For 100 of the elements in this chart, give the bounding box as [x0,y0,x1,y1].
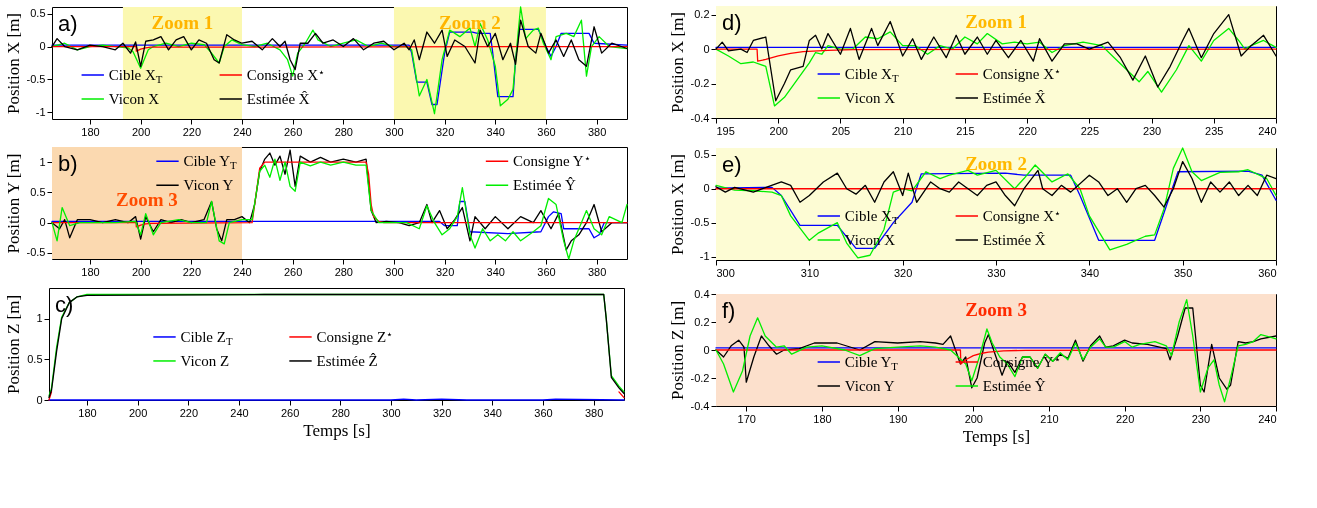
x-tick-label: 360 [537,125,556,138]
x-tick-label: 190 [888,412,908,425]
y-tick-label: 0 [36,393,43,406]
y-tick-label: -0.5 [26,246,46,259]
annotation: a) [58,11,78,36]
x-tick-label: 360 [534,406,553,419]
y-tick-label: 0.5 [694,148,710,161]
x-tick-label: 320 [893,266,913,279]
legend-label: Consigne X$^{⋆}$ [982,206,1062,224]
x-tick-label: 260 [280,406,300,419]
x-tick-label: 180 [81,125,100,138]
x-tick-label: 300 [385,265,404,278]
x-tick-label: 340 [483,406,502,419]
x-tick-label: 170 [737,412,756,425]
annotation: e) [722,152,742,177]
x-tick-label: 300 [716,266,735,279]
x-tick-label: 230 [1142,124,1162,137]
x-tick-label: 180 [78,406,97,419]
x-tick-label: 350 [1173,266,1193,279]
x-tick-label: 240 [233,125,252,138]
legend-label: Cible X$_{T}$ [844,66,899,84]
legend-label: Estimée X̂ [982,90,1046,106]
x-tick-label: 330 [987,266,1006,279]
y-axis-title: Position X [m] [667,11,687,114]
band-label: Zoom 2 [439,12,501,33]
y-axis-title: Position X [m] [667,153,687,256]
y-tick-label: 0.2 [694,315,710,328]
annotation: f) [722,298,736,323]
x-tick-label: 230 [1191,412,1210,425]
x-tick-label: 340 [1080,266,1100,279]
x-tick-label: 360 [537,265,556,278]
band-label: Zoom 1 [965,11,1027,32]
annotation: d) [722,10,742,35]
y-axis-title: Position Z [m] [667,300,687,401]
x-tick-label: 180 [81,265,100,278]
y-tick-label: 0 [703,182,710,195]
legend-label: Vicon Y [183,177,234,194]
x-tick-label: 205 [831,124,851,137]
x-axis-title: Temps [s] [962,426,1031,446]
x-tick-label: 200 [769,124,788,137]
y-tick-label: 0 [39,40,46,53]
y-tick-label: 0 [703,42,710,55]
y-tick-label: -0.4 [690,399,710,412]
x-tick-label: 220 [182,265,201,278]
y-tick-label: 0.5 [30,7,46,20]
y-tick-label: 1 [39,155,46,168]
x-tick-label: 280 [331,406,350,419]
legend-label: Estimée Ŷ [513,177,577,194]
x-axis-title: Temps [s] [303,420,371,440]
legend-label: Consigne Y$^{⋆}$ [513,151,591,170]
x-tick-label: 360 [1258,266,1277,279]
x-tick-label: 320 [435,125,455,138]
y-tick-label: 1 [36,312,43,325]
y-axis-title: Position X [m] [3,12,23,115]
legend-label: Vicon Z [180,352,230,369]
x-tick-label: 260 [283,265,303,278]
x-tick-label: 240 [230,406,249,419]
legend-label: Vicon X [844,90,896,106]
x-tick-label: 240 [1258,412,1277,425]
legend-label: Vicon X [108,91,160,107]
legend-label: Estimée X̂ [246,91,310,107]
x-tick-label: 280 [334,125,353,138]
x-tick-label: 225 [1080,124,1100,137]
x-tick-label: 240 [233,265,252,278]
x-tick-label: 220 [1115,412,1135,425]
x-tick-label: 200 [964,412,983,425]
y-tick-label: -0.5 [26,72,46,85]
x-tick-label: 320 [435,265,455,278]
legend-label: Cible Z$_{T}$ [180,328,233,347]
y-tick-label: 0 [39,216,46,229]
x-tick-label: 380 [584,406,604,419]
x-tick-label: 220 [182,125,201,138]
band-label: Zoom 3 [965,299,1027,320]
x-tick-label: 180 [813,412,832,425]
y-tick-label: 0.2 [694,8,710,21]
band-label: Zoom 2 [965,153,1027,174]
legend-label: Estimée Ẑ [316,352,378,369]
x-tick-label: 310 [800,266,820,279]
y-tick-label: -0.2 [690,77,710,90]
x-tick-label: 200 [131,125,151,138]
x-tick-label: 240 [1258,124,1277,137]
x-tick-label: 220 [179,406,198,419]
y-tick-label: 0.5 [27,352,43,365]
x-tick-label: 340 [486,125,505,138]
y-tick-label: -0.5 [690,216,710,229]
y-tick-label: -1 [699,250,710,263]
x-tick-label: 320 [432,406,452,419]
x-tick-label: 260 [283,125,303,138]
band-label: Zoom 1 [151,12,214,33]
x-tick-label: 210 [1040,412,1059,425]
legend-label: Consigne X$^{⋆}$ [246,65,325,83]
y-axis-title: Position Y [m] [3,153,23,254]
x-tick-label: 195 [716,124,735,137]
x-tick-label: 235 [1205,124,1224,137]
x-tick-label: 340 [486,265,505,278]
y-tick-label: 0.4 [694,287,710,300]
x-tick-label: 220 [1018,124,1037,137]
legend-label: Estimée Ŷ [982,378,1046,394]
x-tick-label: 300 [382,406,401,419]
annotation: b) [58,151,78,176]
